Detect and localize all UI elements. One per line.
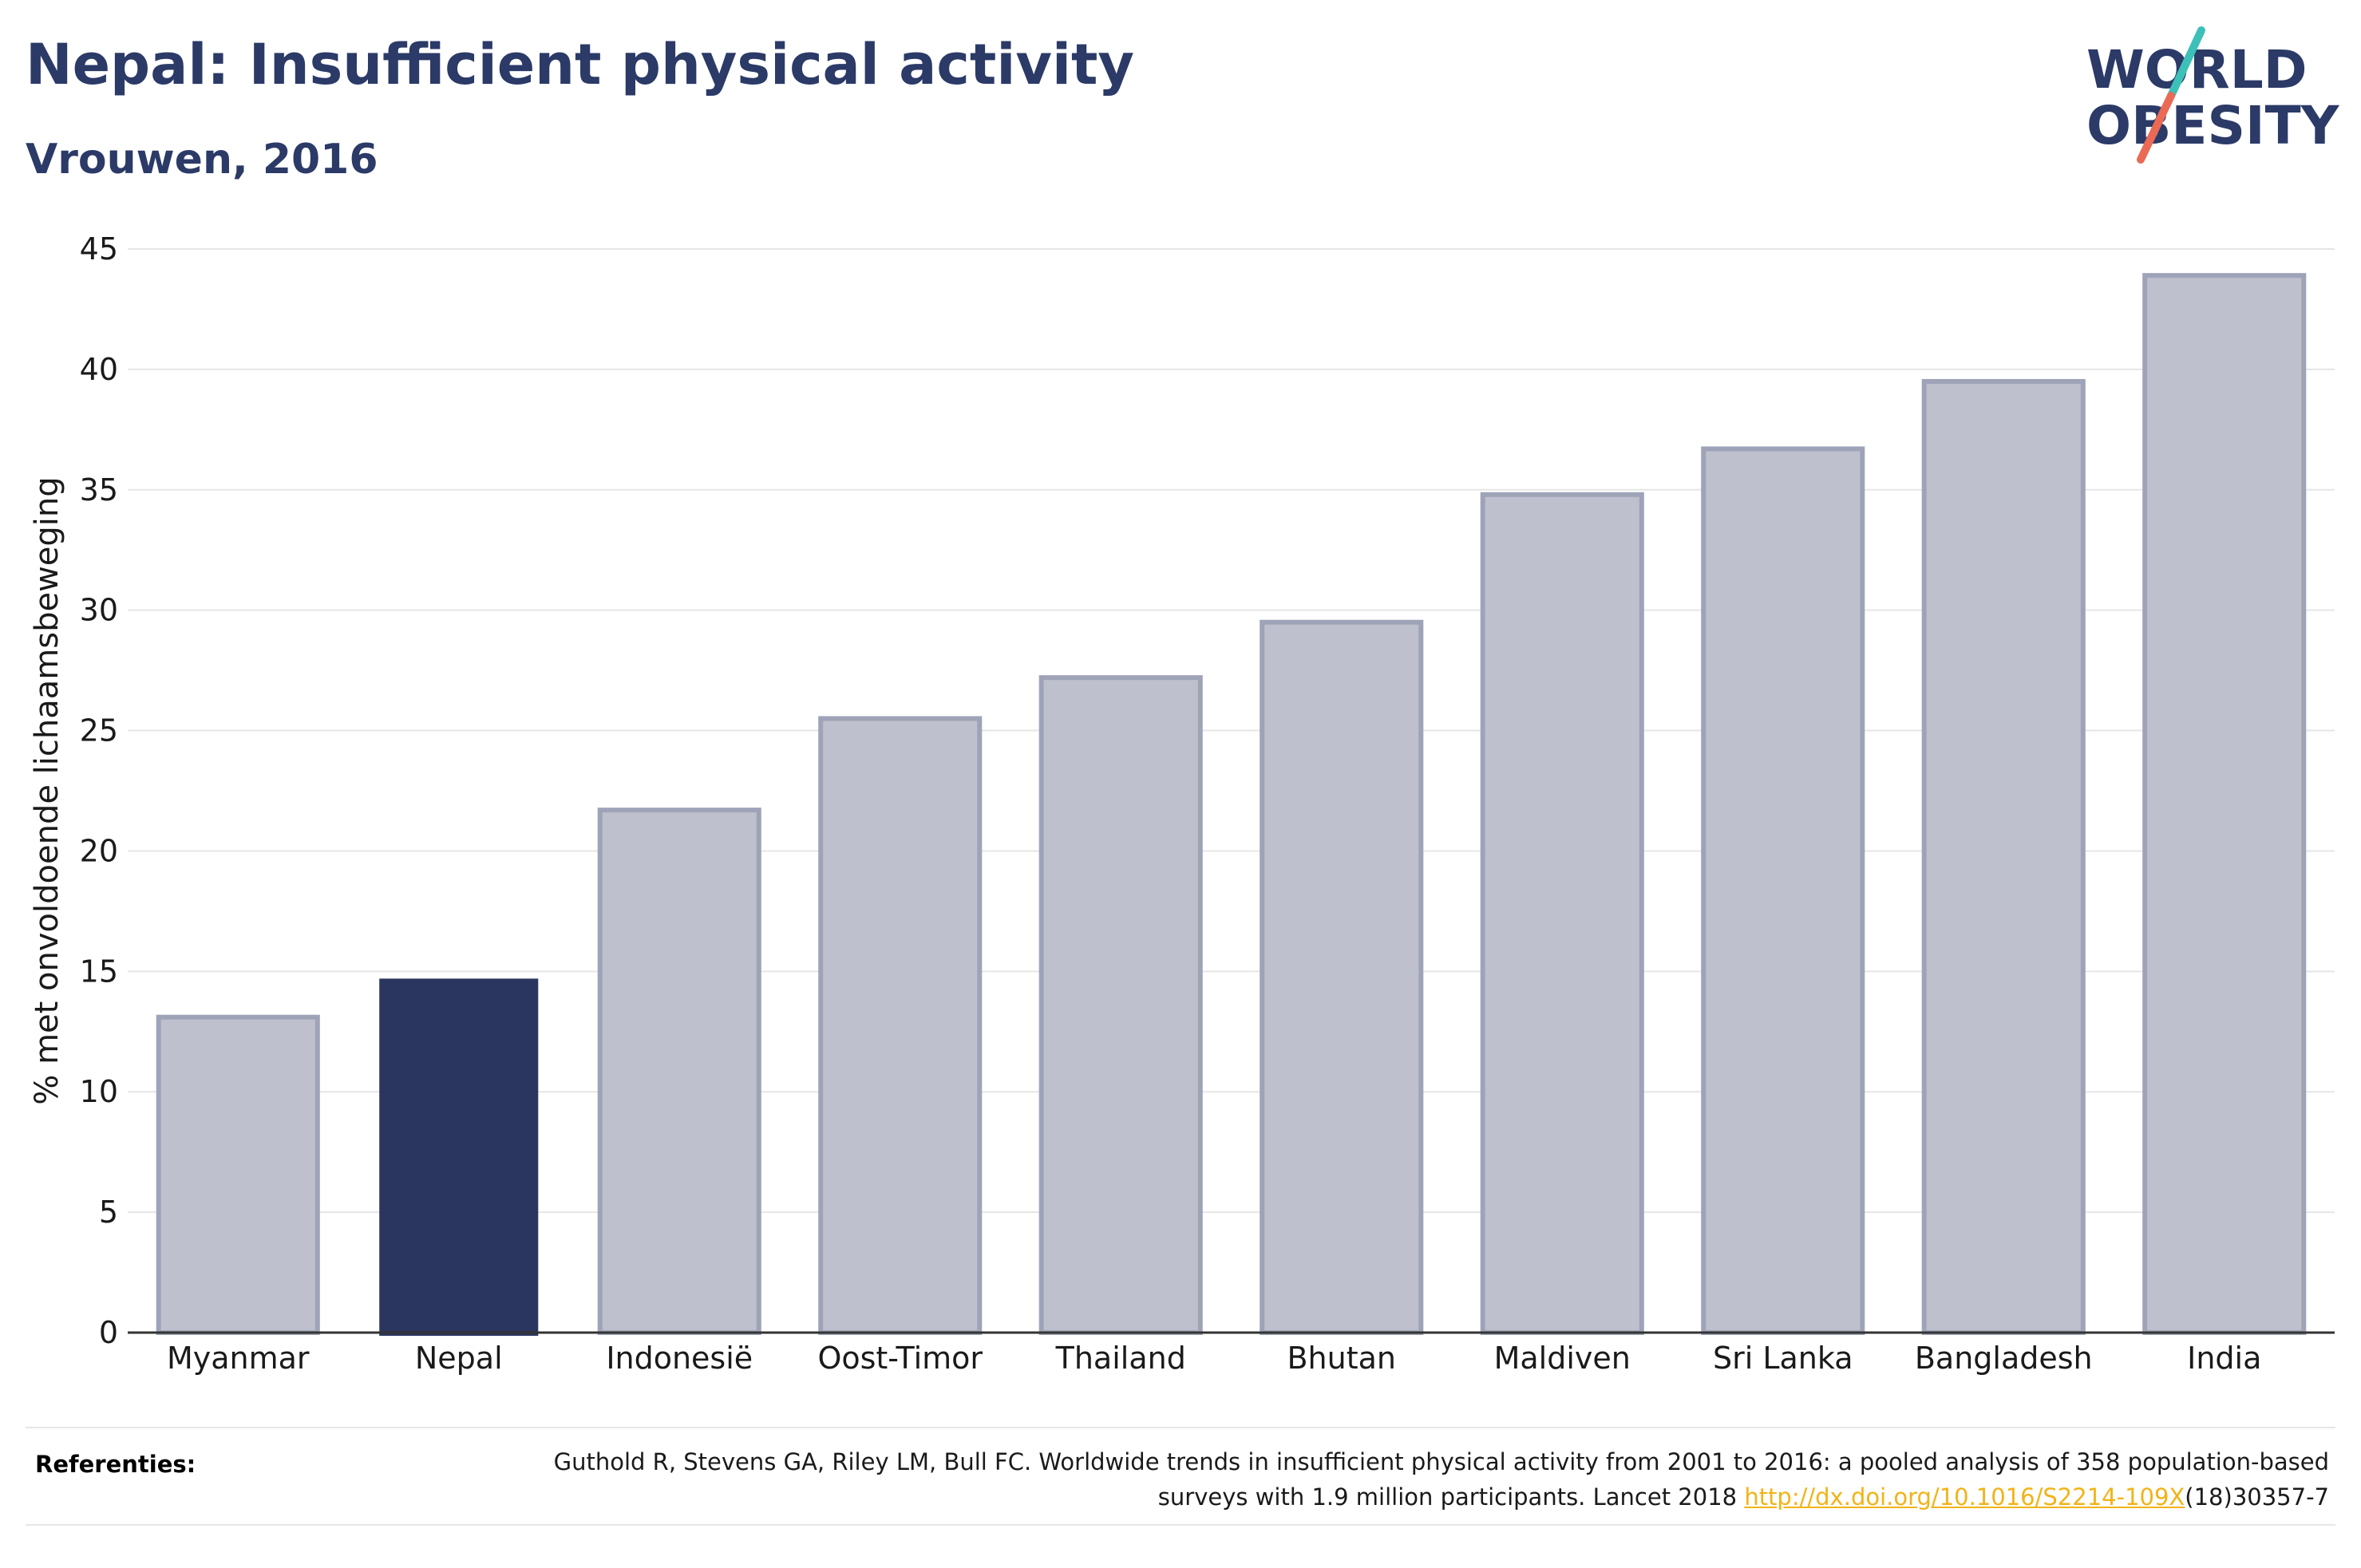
y-tick-label: 0 <box>99 1315 118 1350</box>
chart-title: Nepal: Insufficient physical activity <box>26 32 1135 97</box>
y-tick-label: 30 <box>80 593 118 628</box>
y-tick-label: 5 <box>99 1195 118 1230</box>
chart-subtitle: Vrouwen, 2016 <box>26 136 378 184</box>
y-axis-label: % met onvoldoende lichaamsbeweging <box>29 476 65 1104</box>
logo-line-2: OBESITY <box>2086 95 2340 156</box>
y-tick-label: 35 <box>80 472 118 508</box>
bar-india <box>2142 273 2307 1335</box>
y-tick-label: 20 <box>80 833 118 868</box>
bar-bhutan <box>1260 619 1424 1335</box>
y-axis-ticks: 0 5 10 15 20 25 30 35 40 45 <box>80 231 118 1350</box>
x-tick-label: Myanmar <box>167 1341 310 1376</box>
x-tick-label: Oost-Timor <box>817 1341 983 1376</box>
x-tick-label: Thailand <box>1055 1341 1186 1376</box>
y-tick-label: 40 <box>80 352 118 387</box>
bar-thailand <box>1038 675 1203 1335</box>
bar-oost-timor <box>818 716 983 1335</box>
x-tick-label: India <box>2187 1341 2261 1376</box>
x-tick-label: Maldiven <box>1494 1341 1631 1376</box>
references-divider-top <box>26 1427 2335 1428</box>
y-tick-label: 15 <box>80 954 118 989</box>
bar-chart: 0 5 10 15 20 25 30 35 40 45 Myanmar Nepal Indonesië… <box>29 231 2335 1376</box>
bar-myanmar <box>156 1014 320 1336</box>
references-doi-link[interactable]: http://dx.doi.org/10.1016/S2214-109X <box>1744 1483 2185 1511</box>
logo-slash-coral <box>2137 92 2175 164</box>
references-label: Referenties: <box>35 1451 196 1478</box>
x-tick-label: Bhutan <box>1287 1341 1396 1376</box>
references-text: Guthold R, Stevens GA, Riley LM, Bull FC… <box>493 1444 2329 1515</box>
logo-slash-teal <box>2167 26 2205 100</box>
bar-sri-lanka <box>1701 446 1865 1335</box>
x-tick-label: Bangladesh <box>1915 1341 2093 1376</box>
y-tick-label: 45 <box>80 231 118 267</box>
references-citation: Guthold R, Stevens GA, Riley LM, Bull FC… <box>553 1448 2329 1511</box>
bar-indonesi- <box>597 808 761 1335</box>
world-obesity-logo: WORLD OBESITY <box>2086 26 2340 164</box>
bar-nepal <box>379 978 539 1336</box>
references-citation-suffix: (18)30357-7 <box>2185 1483 2329 1511</box>
x-tick-label: Nepal <box>415 1341 503 1376</box>
bar-bangladesh <box>1921 378 2086 1335</box>
bar-maldiven <box>1480 492 1644 1335</box>
references-divider-bottom <box>26 1524 2335 1526</box>
y-tick-label: 10 <box>80 1074 118 1109</box>
x-tick-label: Sri Lanka <box>1713 1341 1853 1376</box>
x-tick-label: Indonesië <box>606 1341 753 1376</box>
y-tick-label: 25 <box>80 713 118 748</box>
x-axis-labels: Myanmar Nepal Indonesië Oost-Timor Thailand B… <box>167 1341 2261 1376</box>
bars <box>156 273 2307 1336</box>
